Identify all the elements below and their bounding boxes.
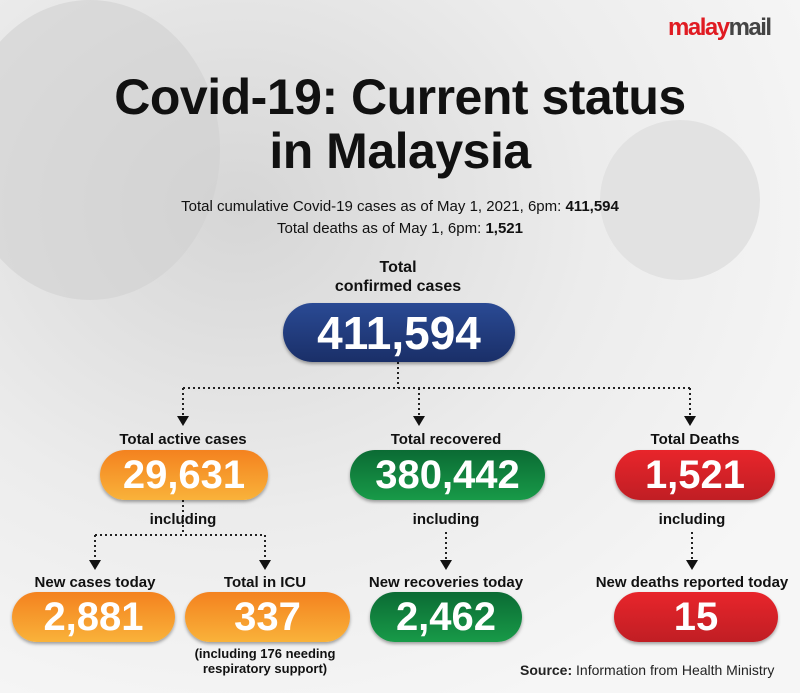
active-cases-label: Total active cases <box>119 431 247 448</box>
icu-note: (including 176 needing respiratory suppor… <box>194 646 336 676</box>
new-recoveries-value: 2,462 <box>370 592 522 642</box>
icu-value: 337 <box>185 592 350 642</box>
page-title: Covid-19: Current status in Malaysia <box>114 69 686 179</box>
new-cases-value: 2,881 <box>12 592 175 642</box>
background-photo <box>0 0 220 300</box>
new-recoveries-label: New recoveries today <box>368 574 524 591</box>
active-including-label: including <box>149 511 217 528</box>
subtitle-deaths: Total deaths as of May 1, 6pm: 1,521 <box>277 220 523 237</box>
recovered-including-label: including <box>412 511 480 528</box>
recovered-value: 380,442 <box>350 450 545 500</box>
recovered-label: Total recovered <box>390 431 502 448</box>
deaths-value: 1,521 <box>615 450 775 500</box>
new-deaths-value: 15 <box>614 592 778 642</box>
new-cases-label: New cases today <box>34 574 156 591</box>
total-confirmed-value: 411,594 <box>283 303 515 362</box>
active-cases-value: 29,631 <box>100 450 268 500</box>
new-deaths-label: New deaths reported today <box>595 574 789 591</box>
subtitle-cumulative: Total cumulative Covid-19 cases as of Ma… <box>181 198 619 215</box>
malaymail-logo: malaymail <box>668 14 772 41</box>
deaths-label: Total Deaths <box>650 431 740 448</box>
total-confirmed-label: Total confirmed cases <box>334 259 462 295</box>
icu-label: Total in ICU <box>223 574 307 591</box>
deaths-including-label: including <box>658 511 726 528</box>
source-note: Source: Information from Health Ministry <box>520 662 775 678</box>
virus-graphic <box>600 120 760 280</box>
